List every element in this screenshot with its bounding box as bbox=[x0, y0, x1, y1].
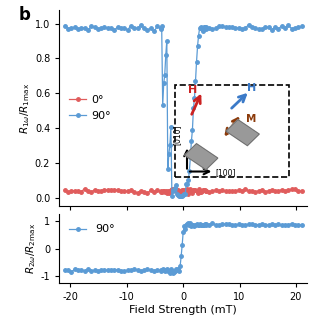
Text: [010]: [010] bbox=[173, 124, 182, 145]
0° bbox=[211, 189, 214, 193]
0° bbox=[63, 188, 67, 192]
Text: H: H bbox=[188, 85, 197, 95]
Text: [100]: [100] bbox=[215, 168, 236, 177]
0° bbox=[175, 190, 179, 194]
Line: 0°: 0° bbox=[63, 187, 303, 196]
90° bbox=[214, 223, 218, 227]
Polygon shape bbox=[185, 144, 218, 170]
Line: 90°: 90° bbox=[63, 221, 303, 275]
90° bbox=[109, 268, 113, 272]
0° bbox=[170, 188, 174, 191]
0° bbox=[83, 187, 87, 190]
90° bbox=[109, 26, 113, 30]
90° bbox=[170, 269, 174, 273]
0° bbox=[112, 188, 116, 191]
90° bbox=[187, 221, 190, 225]
90° bbox=[168, 271, 172, 275]
90° bbox=[63, 268, 67, 272]
90° bbox=[175, 268, 179, 272]
90° bbox=[247, 23, 251, 27]
X-axis label: Field Strength (mT): Field Strength (mT) bbox=[129, 305, 237, 315]
90° bbox=[170, 195, 174, 198]
90° bbox=[66, 27, 70, 30]
90° bbox=[66, 268, 70, 272]
Legend: 90°: 90° bbox=[65, 220, 119, 239]
Y-axis label: $R_{2\omega}/R_{2\mathrm{max}}$: $R_{2\omega}/R_{2\mathrm{max}}$ bbox=[24, 223, 38, 274]
Text: H: H bbox=[247, 83, 257, 93]
Legend: 0°, 90°: 0°, 90° bbox=[65, 90, 116, 126]
0° bbox=[66, 190, 70, 194]
Text: b: b bbox=[18, 6, 30, 24]
Text: M: M bbox=[246, 114, 257, 124]
0° bbox=[214, 188, 218, 192]
0° bbox=[300, 189, 303, 193]
90° bbox=[211, 221, 214, 225]
90° bbox=[63, 24, 67, 28]
90° bbox=[300, 223, 303, 227]
Line: 90°: 90° bbox=[63, 23, 303, 198]
Y-axis label: $R_{1\omega}/R_{1\mathrm{max}}$: $R_{1\omega}/R_{1\mathrm{max}}$ bbox=[18, 83, 32, 133]
90° bbox=[300, 25, 303, 28]
Polygon shape bbox=[226, 120, 259, 146]
90° bbox=[207, 26, 211, 30]
90° bbox=[211, 27, 214, 31]
0° bbox=[187, 192, 190, 196]
90° bbox=[169, 125, 173, 129]
90° bbox=[175, 192, 179, 196]
